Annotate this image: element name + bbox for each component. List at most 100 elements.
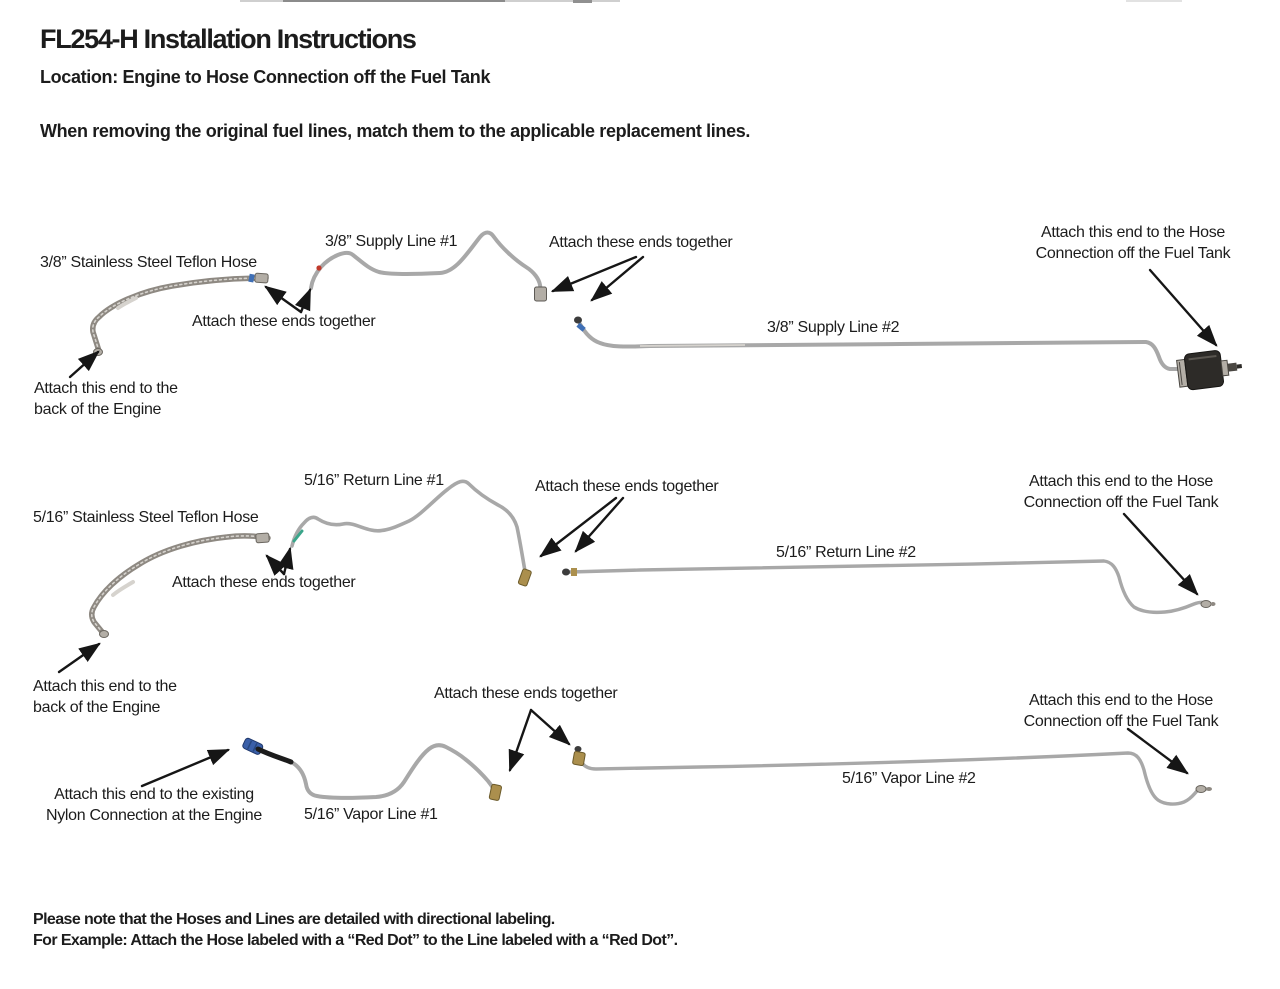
blue-marker: [576, 322, 586, 332]
arrow: [1148, 268, 1218, 347]
fuel-filter: [1176, 350, 1243, 391]
engine-note-line2: back of the Engine: [33, 699, 161, 716]
nylon-connection-note: Attach this end to the existing Nylon Co…: [36, 784, 272, 826]
tank-connection-note: Attach this end to the Hose Connection o…: [1014, 690, 1228, 732]
arrow: [590, 255, 645, 302]
vapor-line2-label: 5/16” Vapor Line #2: [842, 770, 976, 787]
hose-light-band: [111, 580, 135, 597]
return-line1-end-fitting-edge: [517, 568, 532, 587]
attach-ends-label: Attach these ends together: [172, 574, 356, 591]
return-line2-end-fitting: [1200, 600, 1212, 608]
scan-artifact-line: [573, 0, 592, 3]
arrow: [1126, 727, 1189, 775]
arrow: [508, 708, 533, 773]
fuel-filter-body: [1184, 350, 1224, 391]
hose-braid-texture: [91, 277, 267, 352]
arrow: [1122, 512, 1199, 596]
engine-note-line1: Attach this end to the existing: [54, 786, 254, 803]
supply-line2-label: 3/8” Supply Line #2: [767, 319, 900, 336]
vapor-line-1: [289, 743, 498, 800]
intro-line: When removing the original fuel lines, m…: [40, 121, 751, 141]
supply-line-1: [309, 230, 543, 293]
return-hose-label: 5/16” Stainless Steel Teflon Hose: [33, 509, 259, 526]
teal-marker: [292, 529, 304, 543]
vapor-line1-black-sleeve: [255, 746, 294, 765]
arrow: [140, 748, 231, 788]
red-dot-marker: [316, 265, 322, 271]
page-title: FL254-H Installation Instructions: [40, 24, 417, 54]
engine-end-note: Attach this end to the back of the Engin…: [34, 378, 178, 420]
tank-note-line1: Attach this end to the Hose: [1040, 224, 1226, 241]
fuel-filter-highlight: [1188, 355, 1217, 361]
tank-note-line2: Connection off the Fuel Tank: [1023, 713, 1219, 730]
fuel-filter-nipple: [1227, 362, 1238, 372]
tank-note-line2: Connection off the Fuel Tank: [1023, 494, 1219, 511]
arrow: [294, 287, 312, 314]
vapor-line2-start-fitting: [572, 751, 586, 766]
engine-note-line2: Nylon Connection at the Engine: [45, 807, 263, 824]
blue-marker: [248, 273, 255, 283]
engine-note-line1: Attach this end to the: [34, 380, 178, 397]
vapor-line2-start-fitting-edge: [572, 750, 586, 767]
hose-light-band: [116, 296, 138, 310]
fuel-filter-right-cap: [1220, 359, 1230, 377]
vapor-line1-end-fitting: [489, 784, 502, 801]
fuel-filter-cap-ridge: [1178, 362, 1183, 385]
tank-note-line1: Attach this end to the Hose: [1028, 473, 1214, 490]
engine-end-note: Attach this end to the back of the Engin…: [33, 676, 177, 718]
hose-tank-end-fitting: [254, 272, 269, 284]
arrow: [277, 546, 294, 576]
vapor-line-2: [580, 751, 1208, 806]
fuel-filter-nipple-tip: [1236, 364, 1243, 369]
supply-line1-label: 3/8” Supply Line #1: [325, 233, 458, 250]
attach-ends-label: Attach these ends together: [434, 685, 618, 702]
return-line-1: [290, 479, 528, 579]
brass-band: [571, 568, 577, 576]
scan-artifact-line: [1126, 0, 1182, 2]
nylon-connector-rib: [252, 742, 258, 752]
engine-note-line1: Attach this end to the: [33, 678, 177, 695]
attach-ends-label: Attach these ends together: [549, 234, 733, 251]
location-line: Location: Engine to Hose Connection off …: [40, 67, 491, 87]
return-line1-label: 5/16” Return Line #1: [304, 472, 444, 489]
supply-line-2: [578, 322, 1185, 371]
vapor-line2-end-tip: [1206, 787, 1212, 791]
return-line2-start-cap: [562, 568, 570, 576]
return-line2-label: 5/16” Return Line #2: [776, 544, 916, 561]
tank-connection-note: Attach this end to the Hose Connection o…: [1020, 222, 1246, 264]
attach-ends-label: Attach these ends together: [192, 313, 376, 330]
tank-note-line1: Attach this end to the Hose: [1028, 692, 1214, 709]
arrow: [264, 285, 303, 314]
footer-note-line1: Please note that the Hoses and Lines are…: [33, 911, 555, 928]
nylon-connector-rib: [247, 740, 253, 750]
arrow: [550, 255, 638, 293]
scan-artifact-line: [283, 0, 505, 2]
vapor-line1-end-fitting-edge: [488, 783, 502, 801]
supply-line1-end-nut-edge: [534, 286, 547, 302]
arrow: [574, 496, 625, 553]
footer-note-line2: For Example: Attach the Hose labeled wit…: [33, 932, 678, 949]
arrow: [265, 554, 287, 576]
return-line2-end-tip: [1210, 602, 1216, 606]
tank-connection-note: Attach this end to the Hose Connection o…: [1014, 471, 1228, 513]
hose-engine-end-fitting: [99, 630, 109, 638]
line-light-band: [639, 344, 746, 347]
attach-ends-label: Attach these ends together: [535, 478, 719, 495]
engine-note-line2: back of the Engine: [34, 401, 162, 418]
supply-hose-label: 3/8” Stainless Steel Teflon Hose: [40, 254, 257, 271]
supply-line1-end-nut: [534, 287, 547, 301]
arrow: [68, 350, 100, 379]
arrow: [57, 642, 101, 674]
hose-braid-texture: [90, 535, 269, 634]
vapor-line2-end-fitting: [1195, 785, 1207, 793]
hose-tank-end-fitting: [255, 532, 270, 544]
vapor-line2-start-cap: [574, 746, 582, 752]
vapor-line1-label: 5/16” Vapor Line #1: [304, 806, 438, 823]
supply-line2-start-cap: [574, 316, 582, 324]
return-line-2: [568, 559, 1208, 615]
arrow: [529, 708, 571, 746]
tank-note-line2: Connection off the Fuel Tank: [1035, 245, 1231, 262]
arrow: [539, 496, 618, 558]
